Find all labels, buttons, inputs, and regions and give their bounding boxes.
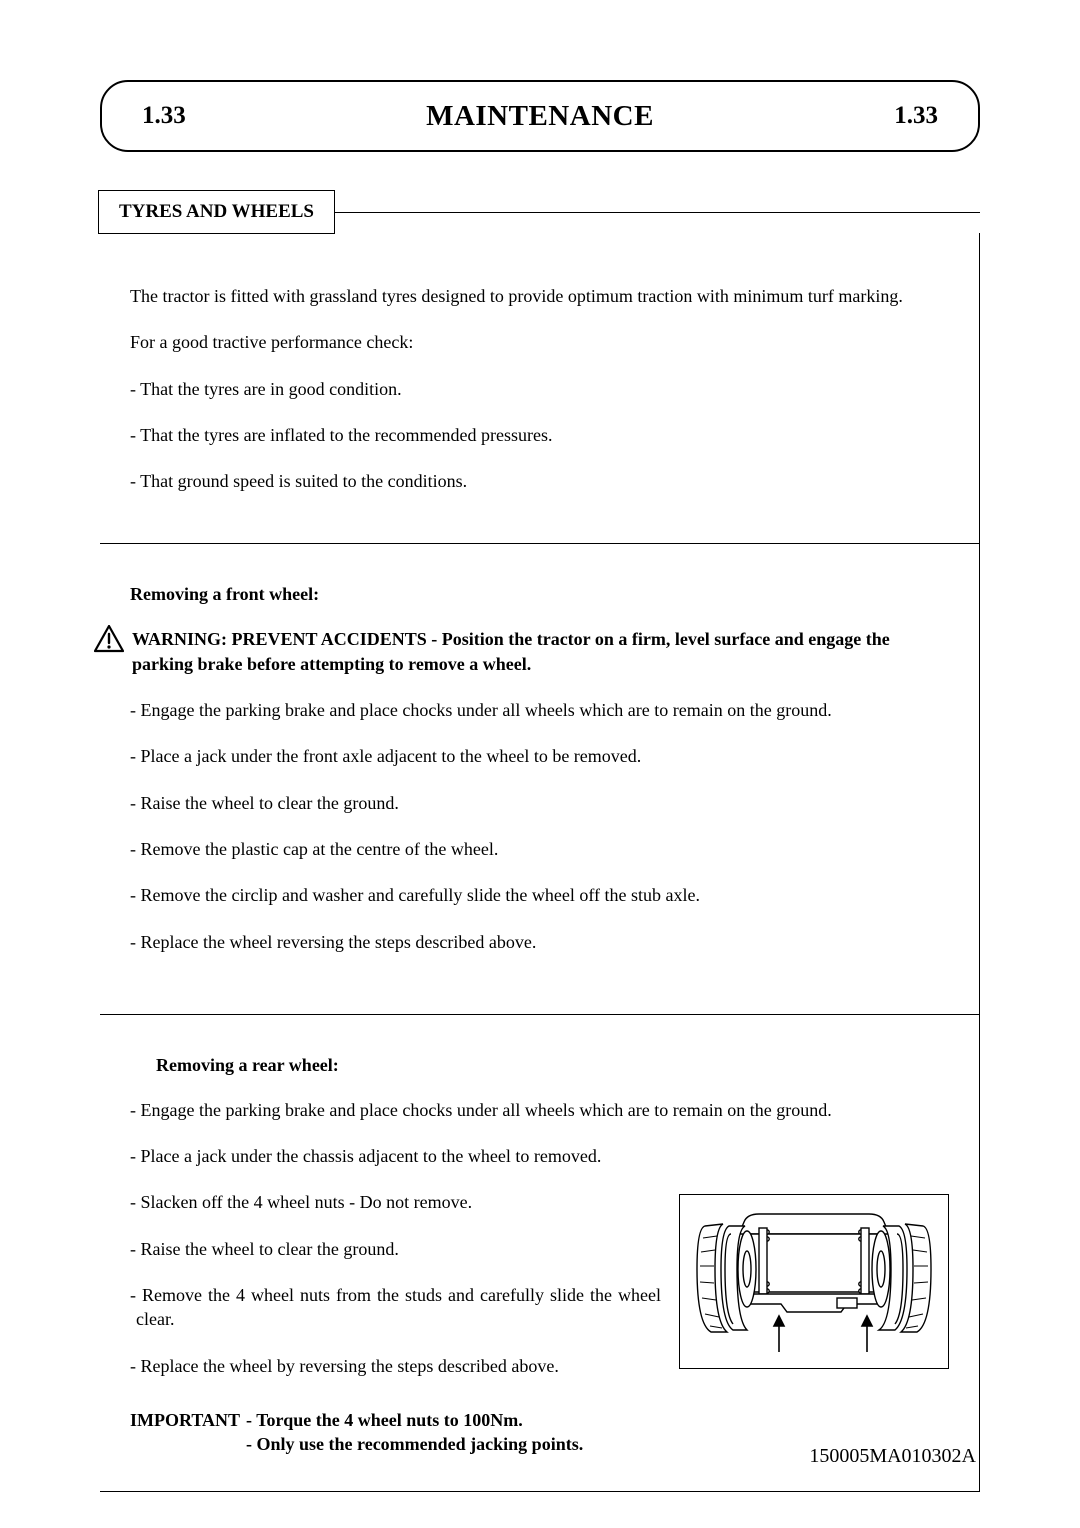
front-step: - Replace the wheel reversing the steps … bbox=[130, 930, 949, 954]
page-number-right: 1.33 bbox=[894, 102, 938, 130]
intro-block: The tractor is fitted with grassland tyr… bbox=[100, 234, 979, 544]
section-title-row: TYRES AND WHEELS bbox=[100, 190, 980, 234]
rear-steps-left: - Slacken off the 4 wheel nuts - Do not … bbox=[130, 1190, 661, 1377]
rear-step: - Slacken off the 4 wheel nuts - Do not … bbox=[130, 1190, 661, 1214]
page-title: MAINTENANCE bbox=[426, 100, 654, 133]
rear-step: - Place a jack under the chassis adjacen… bbox=[130, 1144, 949, 1168]
page-header: 1.33 MAINTENANCE 1.33 bbox=[100, 80, 980, 152]
axle-diagram-svg bbox=[689, 1204, 939, 1359]
front-step: - Remove the circlip and washer and care… bbox=[130, 883, 949, 907]
rear-wheel-block: Removing a rear wheel: - Engage the park… bbox=[100, 1015, 979, 1492]
warning-triangle-icon bbox=[94, 625, 124, 658]
warning-row: WARNING: PREVENT ACCIDENTS - Position th… bbox=[130, 627, 949, 676]
front-step: - Engage the parking brake and place cho… bbox=[130, 698, 949, 722]
rear-step: - Engage the parking brake and place cho… bbox=[130, 1098, 949, 1122]
front-step: - Raise the wheel to clear the ground. bbox=[130, 791, 949, 815]
important-line: - Torque the 4 wheel nuts to 100Nm. bbox=[246, 1408, 949, 1432]
front-wheel-block: Removing a front wheel: WARNING: PREVENT… bbox=[100, 544, 979, 1014]
document-code: 150005MA010302A bbox=[809, 1445, 976, 1468]
content-frame: The tractor is fitted with grassland tyr… bbox=[100, 233, 980, 1492]
intro-p2: For a good tractive performance check: bbox=[130, 330, 949, 354]
section-title: TYRES AND WHEELS bbox=[98, 190, 335, 234]
rear-step: - Replace the wheel by reversing the ste… bbox=[130, 1354, 661, 1378]
front-step: - Place a jack under the front axle adja… bbox=[130, 744, 949, 768]
page-number-left: 1.33 bbox=[142, 102, 186, 130]
rear-axle-diagram bbox=[679, 1194, 949, 1369]
front-heading: Removing a front wheel: bbox=[130, 584, 949, 605]
section-title-rule bbox=[335, 212, 980, 213]
intro-p1: The tractor is fitted with grassland tyr… bbox=[130, 284, 949, 308]
rear-heading: Removing a rear wheel: bbox=[130, 1055, 949, 1076]
rear-step: - Raise the wheel to clear the ground. bbox=[130, 1237, 661, 1261]
warning-text: WARNING: PREVENT ACCIDENTS - Position th… bbox=[132, 627, 949, 676]
intro-item: - That the tyres are inflated to the rec… bbox=[130, 423, 949, 447]
front-step: - Remove the plastic cap at the centre o… bbox=[130, 837, 949, 861]
intro-item: - That ground speed is suited to the con… bbox=[130, 469, 949, 493]
intro-item: - That the tyres are in good condition. bbox=[130, 377, 949, 401]
rear-step: - Remove the 4 wheel nuts from the studs… bbox=[130, 1283, 661, 1332]
important-label: IMPORTANT bbox=[130, 1408, 246, 1457]
rear-flex: - Slacken off the 4 wheel nuts - Do not … bbox=[130, 1190, 949, 1377]
